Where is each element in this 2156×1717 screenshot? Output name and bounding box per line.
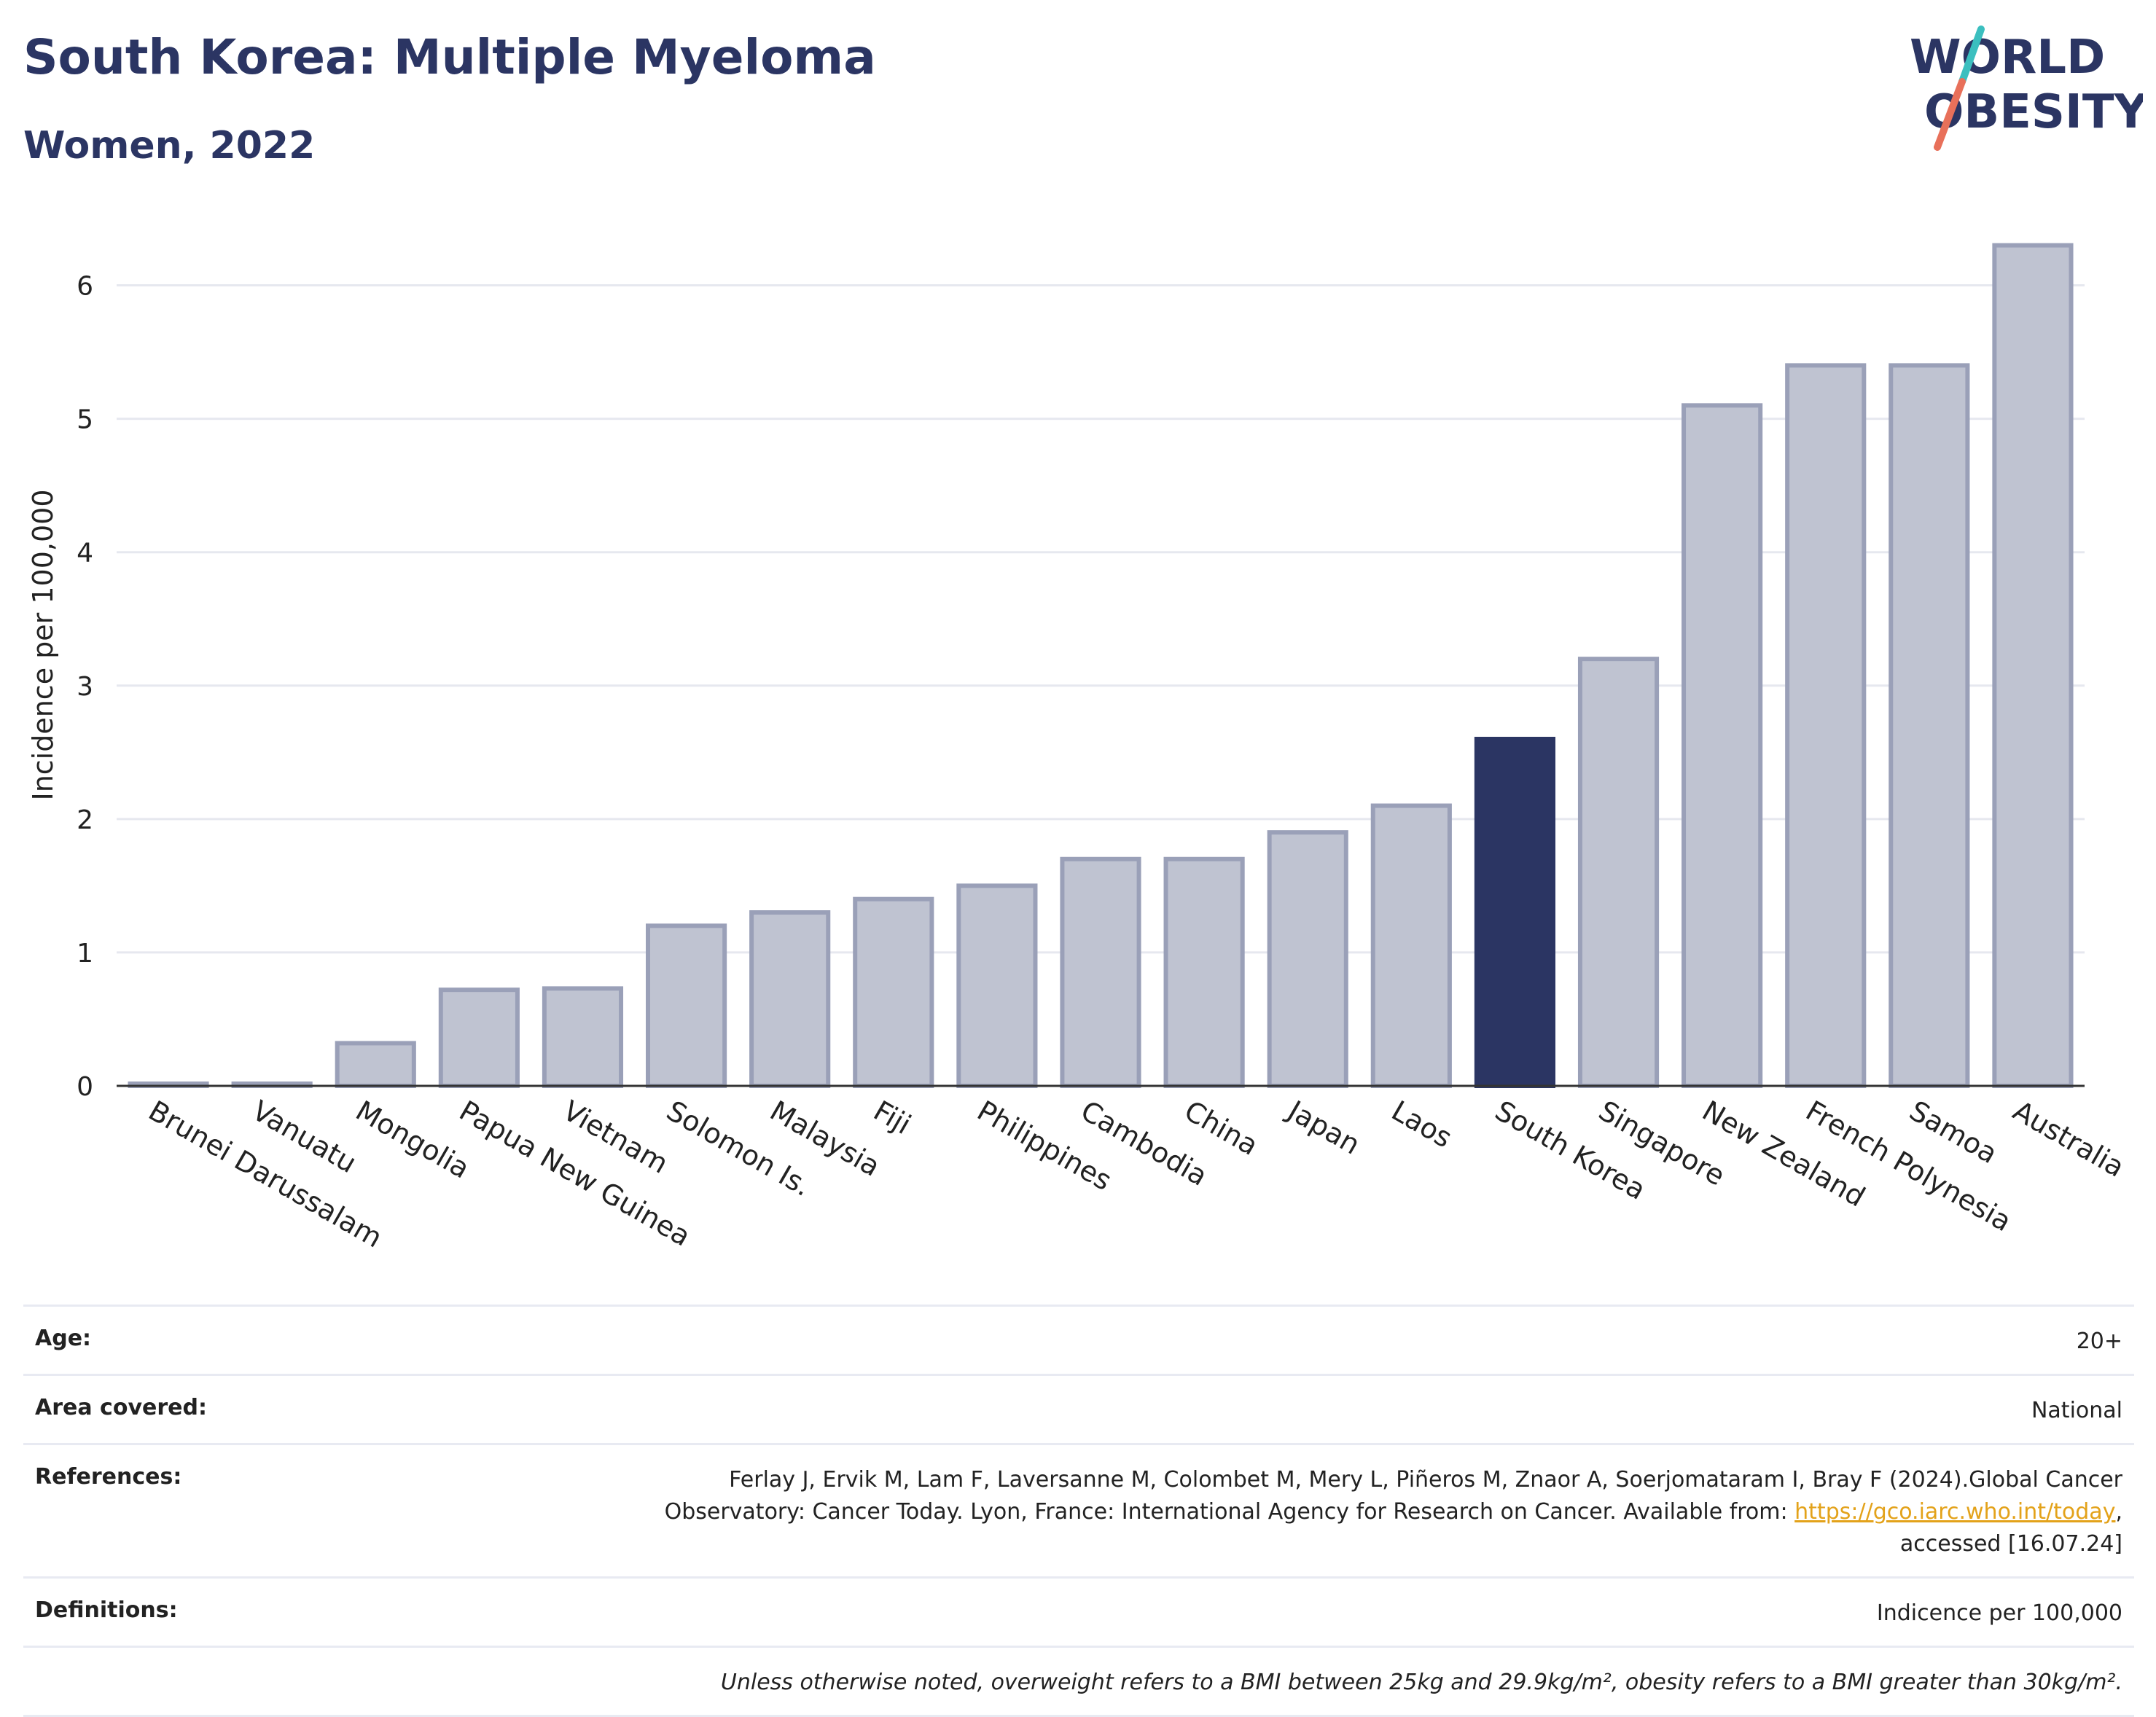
info-table: Age: 20+ Area covered: National Referenc… bbox=[23, 1305, 2134, 1717]
x-tick-label: Fiji bbox=[868, 1095, 916, 1141]
y-tick-label: 6 bbox=[77, 272, 93, 302]
references-link[interactable]: https://gco.iarc.who.int/today bbox=[1794, 1499, 2116, 1525]
references-row: References: Ferlay J, Ervik M, Lam F, La… bbox=[23, 1443, 2134, 1576]
bar-south-korea bbox=[1474, 737, 1556, 1088]
age-value: 20+ bbox=[2076, 1329, 2122, 1354]
bar-philippines bbox=[956, 883, 1038, 1089]
x-tick-label: Japan bbox=[1281, 1094, 1366, 1161]
y-tick-label: 3 bbox=[77, 672, 93, 702]
area-row: Area covered: National bbox=[23, 1374, 2134, 1443]
bar-new-zealand bbox=[1682, 403, 1763, 1088]
bar-china bbox=[1163, 856, 1245, 1089]
bar-vietnam bbox=[542, 986, 624, 1089]
bar-solomon-is- bbox=[646, 923, 727, 1089]
definitions-label: Definitions: bbox=[35, 1597, 178, 1623]
y-tick-label: 1 bbox=[77, 939, 93, 969]
bar-french-polynesia bbox=[1785, 363, 1867, 1088]
bar-singapore bbox=[1577, 657, 1660, 1088]
x-tick-label: Mongolia bbox=[351, 1095, 475, 1185]
y-tick-label: 4 bbox=[77, 539, 93, 568]
world-obesity-logo: WORLD OBESITY bbox=[1910, 26, 2143, 151]
page-title: South Korea: Multiple Myeloma bbox=[23, 29, 876, 85]
bar-laos bbox=[1370, 803, 1452, 1088]
references-line-3: accessed [16.07.24] bbox=[1899, 1531, 2122, 1557]
bar-mongolia bbox=[335, 1041, 416, 1089]
bars bbox=[128, 243, 2074, 1089]
logo-word-1: WORLD bbox=[1910, 31, 2105, 85]
bar-samoa bbox=[1889, 363, 1970, 1088]
bar-australia bbox=[1992, 243, 2074, 1089]
x-tick-label: Australia bbox=[2007, 1095, 2130, 1184]
bar-cambodia bbox=[1060, 856, 1141, 1089]
references-value: Ferlay J, Ervik M, Lam F, Laversanne M, … bbox=[665, 1464, 2122, 1560]
x-tick-label: Laos bbox=[1386, 1095, 1458, 1154]
definitions-row: Definitions: Indicence per 100,000 bbox=[23, 1576, 2134, 1646]
bar-papua-new-guinea bbox=[438, 987, 520, 1088]
bar-malaysia bbox=[749, 910, 831, 1088]
references-line-2-end: , bbox=[2115, 1499, 2122, 1525]
area-value: National bbox=[2031, 1398, 2122, 1423]
age-row: Age: 20+ bbox=[23, 1305, 2134, 1374]
definitions-value: Indicence per 100,000 bbox=[1876, 1600, 2122, 1626]
y-tick-label: 0 bbox=[77, 1072, 93, 1102]
age-label: Age: bbox=[35, 1326, 92, 1351]
bar-japan bbox=[1267, 830, 1348, 1088]
bmi-note: Unless otherwise noted, overweight refer… bbox=[720, 1670, 2122, 1695]
references-line-2: Observatory: Cancer Today. Lyon, France:… bbox=[664, 1499, 1795, 1525]
logo-slash-bottom bbox=[1934, 78, 1966, 151]
y-axis-label: Incidence per 100,000 bbox=[27, 489, 59, 800]
page-subtitle: Women, 2022 bbox=[23, 124, 316, 168]
area-label: Area covered: bbox=[35, 1395, 207, 1420]
y-tick-label: 2 bbox=[77, 805, 93, 835]
logo-slash-top bbox=[1958, 26, 1985, 85]
y-tick-label: 5 bbox=[77, 405, 93, 435]
bar-fiji bbox=[853, 896, 934, 1088]
note-row: Unless otherwise noted, overweight refer… bbox=[23, 1646, 2134, 1717]
references-line-1: Ferlay J, Ervik M, Lam F, Laversanne M, … bbox=[729, 1467, 2122, 1493]
references-label: References: bbox=[35, 1464, 182, 1490]
